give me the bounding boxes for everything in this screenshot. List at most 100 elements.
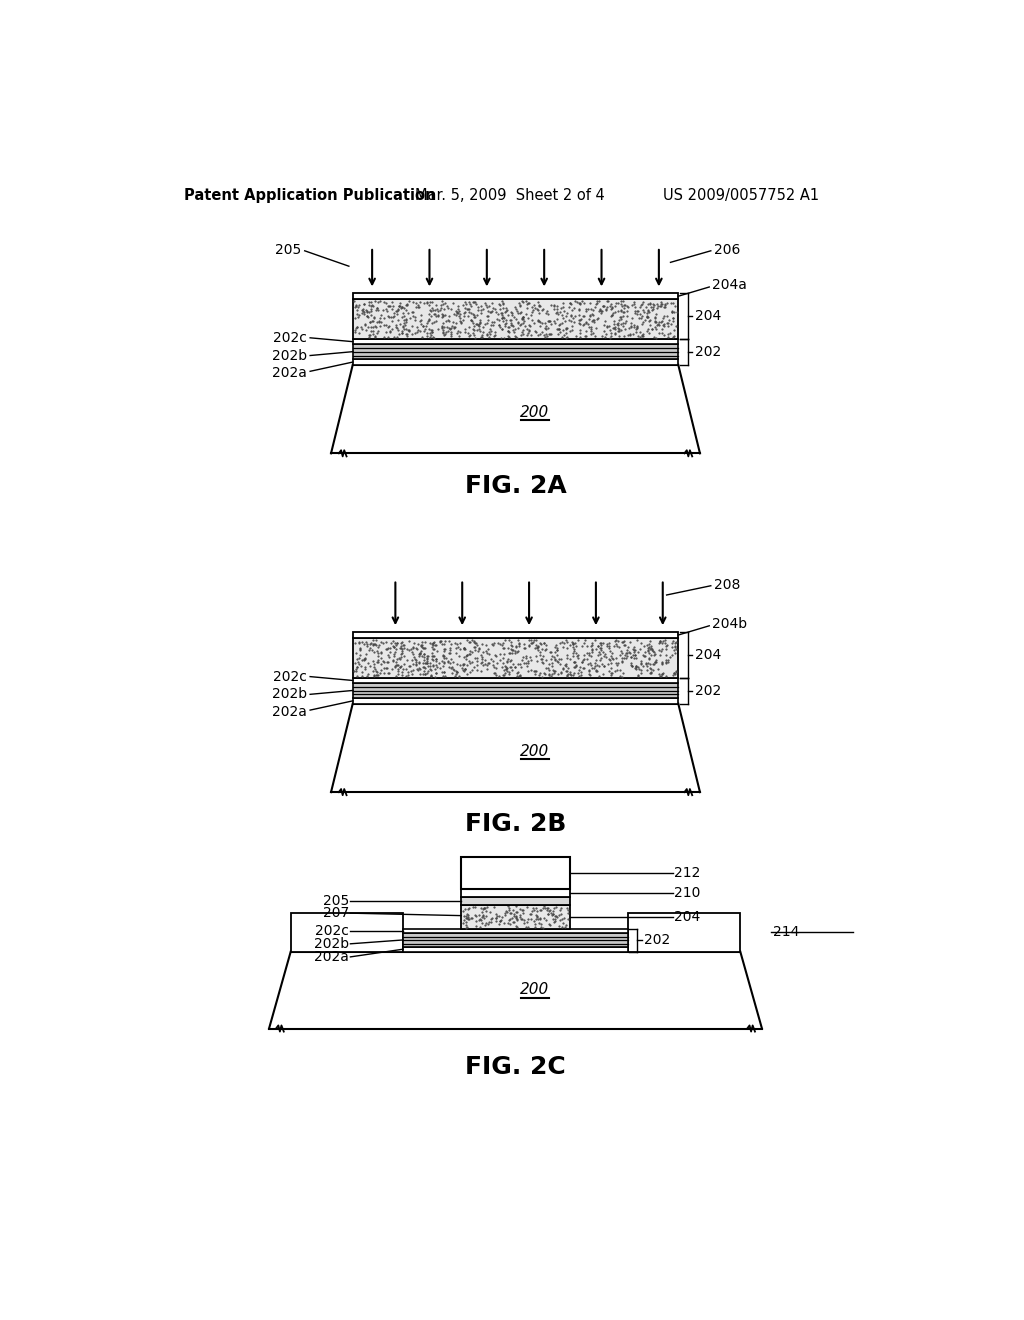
Point [551, 916, 567, 937]
Point [593, 639, 609, 660]
Point [399, 302, 416, 323]
Point [349, 296, 366, 317]
Point [558, 327, 574, 348]
Point [357, 648, 374, 669]
Point [449, 302, 465, 323]
Point [495, 294, 511, 315]
Point [549, 296, 565, 317]
Point [383, 632, 399, 653]
Point [482, 301, 499, 322]
Point [430, 318, 446, 339]
Point [509, 665, 525, 686]
Point [570, 630, 587, 651]
Point [659, 649, 676, 671]
Point [410, 319, 426, 341]
Point [654, 310, 671, 331]
Point [361, 312, 378, 333]
Point [386, 643, 402, 664]
Point [546, 898, 562, 919]
Point [608, 647, 625, 668]
Point [641, 322, 657, 343]
Point [540, 304, 556, 325]
Point [380, 644, 396, 665]
Point [422, 300, 438, 321]
Point [500, 321, 516, 342]
Point [375, 300, 391, 321]
Point [422, 323, 438, 345]
Point [481, 296, 498, 317]
Point [529, 635, 546, 656]
Point [612, 306, 629, 327]
Point [393, 297, 410, 318]
Point [660, 310, 677, 331]
Point [606, 310, 623, 331]
Point [452, 301, 468, 322]
Point [482, 908, 499, 929]
Point [656, 313, 673, 334]
Point [630, 665, 646, 686]
Point [461, 908, 477, 929]
Point [361, 634, 378, 655]
Point [596, 321, 612, 342]
Point [424, 649, 440, 671]
Point [368, 660, 384, 681]
Point [467, 896, 483, 917]
Point [497, 315, 513, 337]
Point [356, 634, 373, 655]
Point [573, 651, 590, 672]
Point [548, 896, 564, 917]
Point [516, 912, 532, 933]
Point [393, 635, 410, 656]
Point [440, 309, 457, 330]
Point [566, 640, 583, 661]
Point [368, 635, 384, 656]
Point [594, 301, 610, 322]
Point [495, 293, 511, 314]
Point [550, 323, 566, 345]
Point [398, 639, 415, 660]
Point [387, 656, 403, 677]
Point [530, 302, 547, 323]
Point [365, 640, 381, 661]
Point [392, 647, 409, 668]
Point [627, 314, 643, 335]
Point [642, 639, 658, 660]
Point [401, 656, 418, 677]
Point [621, 317, 637, 338]
Point [398, 308, 415, 329]
Point [501, 322, 517, 343]
Point [473, 909, 489, 931]
Point [385, 645, 401, 667]
Point [647, 317, 664, 338]
Point [391, 648, 408, 669]
Point [501, 898, 517, 919]
Point [629, 301, 645, 322]
Point [400, 631, 417, 652]
Point [452, 639, 468, 660]
Point [488, 906, 505, 927]
Point [667, 636, 683, 657]
Point [416, 643, 432, 664]
Point [542, 323, 558, 345]
Point [641, 634, 657, 655]
Point [622, 643, 638, 664]
Point [652, 644, 669, 665]
Point [446, 304, 463, 325]
Point [541, 312, 557, 333]
Text: 202c: 202c [315, 924, 349, 939]
Point [379, 301, 395, 322]
Point [435, 321, 452, 342]
Point [396, 309, 413, 330]
Point [404, 649, 421, 671]
Text: 207: 207 [323, 906, 349, 920]
Point [470, 640, 486, 661]
Point [616, 294, 633, 315]
Point [543, 648, 559, 669]
Point [611, 309, 628, 330]
Bar [461, 904, 569, 929]
Point [504, 643, 520, 664]
Point [495, 306, 511, 327]
Point [511, 904, 527, 925]
Point [502, 908, 518, 929]
Point [496, 310, 512, 331]
